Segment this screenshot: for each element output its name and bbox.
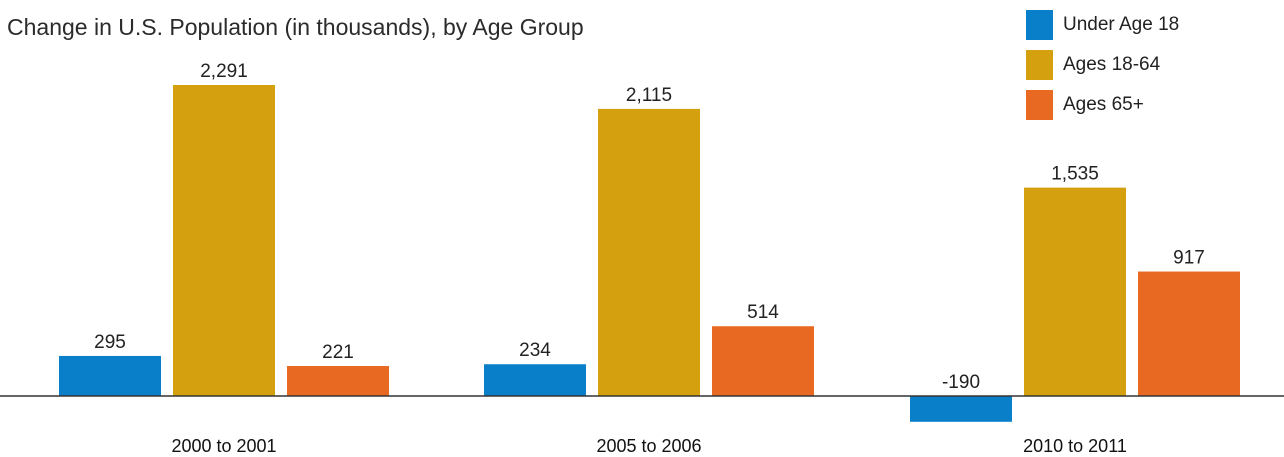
value-label-ages-18-64-2010-to-2011: 1,535 [1051, 164, 1099, 185]
legend-label-65-plus: Ages 65+ [1063, 94, 1144, 115]
bar-ages-18-64-2000-to-2001 [173, 85, 275, 396]
category-label-2000-to-2001: 2000 to 2001 [171, 436, 276, 456]
bar-ages-65-2005-to-2006 [712, 326, 814, 396]
value-label-under-age-18-2010-to-2011: -190 [942, 372, 980, 393]
bar-ages-65-2010-to-2011 [1138, 271, 1240, 396]
bar-ages-18-64-2010-to-2011 [1024, 187, 1126, 396]
legend-swatch-18-64 [1026, 50, 1053, 80]
legend-label-under-18: Under Age 18 [1063, 14, 1180, 35]
legend: Under Age 18 Ages 18-64 Ages 65+ [1026, 10, 1179, 130]
legend-item-18-64: Ages 18-64 [1026, 50, 1179, 80]
legend-item-65-plus: Ages 65+ [1026, 90, 1179, 120]
bar-ages-65-2000-to-2001 [287, 365, 389, 396]
bar-under-age-18-2010-to-2011 [910, 396, 1012, 422]
legend-item-under-18: Under Age 18 [1026, 10, 1179, 40]
value-label-under-age-18-2005-to-2006: 234 [519, 340, 551, 361]
legend-label-18-64: Ages 18-64 [1063, 54, 1161, 75]
bar-under-age-18-2000-to-2001 [59, 355, 161, 396]
value-label-ages-65-2010-to-2011: 917 [1173, 248, 1205, 269]
value-label-ages-18-64-2000-to-2001: 2,291 [200, 61, 248, 82]
value-label-ages-65-2005-to-2006: 514 [747, 302, 779, 323]
bar-under-age-18-2005-to-2006 [484, 364, 586, 396]
legend-swatch-under-18 [1026, 10, 1053, 40]
value-label-ages-65-2000-to-2001: 221 [322, 342, 354, 363]
value-label-under-age-18-2000-to-2001: 295 [94, 332, 126, 353]
bar-ages-18-64-2005-to-2006 [598, 108, 700, 396]
value-label-ages-18-64-2005-to-2006: 2,115 [626, 85, 672, 106]
legend-swatch-65-plus [1026, 90, 1053, 120]
chart-title: Change in U.S. Population (in thousands)… [7, 14, 584, 40]
category-label-2010-to-2011: 2010 to 2011 [1023, 436, 1127, 456]
category-label-2005-to-2006: 2005 to 2006 [596, 436, 701, 456]
